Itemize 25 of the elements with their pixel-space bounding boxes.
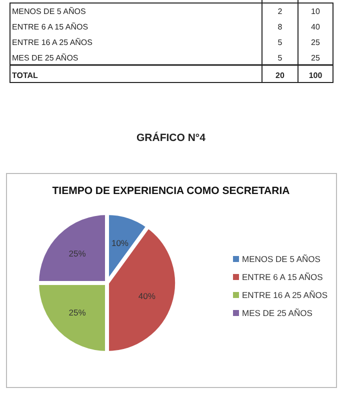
category-label: TOTAL — [12, 71, 38, 80]
legend-label: MES DE 25 AÑOS — [242, 308, 313, 318]
legend-label: ENTRE 16 A 25 AÑOS — [242, 290, 328, 300]
data-label: 8 — [278, 22, 283, 32]
legend-label: ENTRE 6 A 15 AÑOS — [242, 272, 324, 282]
data-label: 5 — [278, 38, 283, 47]
data-label: 20 — [276, 71, 285, 80]
data-label: 100 — [308, 71, 323, 80]
data-label: 25 — [311, 54, 320, 62]
text: GRÁFICO N°4 — [136, 131, 206, 144]
category-label: ENTRE 6 A 15 AÑOS — [12, 22, 88, 32]
category-label: ENTRE 16 A 25 AÑOS — [12, 37, 92, 47]
data-label: 25 — [311, 38, 320, 47]
data-label: 10 — [311, 7, 320, 16]
data-label: 40 — [311, 22, 320, 32]
data-label: 40% — [138, 290, 156, 301]
category-label: MENOS DE 5 AÑOS — [12, 6, 86, 16]
chart-title: TIEMPO DE EXPERIENCIA COMO SECRETARIA — [52, 185, 290, 197]
data-label: 10% — [111, 238, 129, 248]
data-label: 2 — [278, 7, 283, 16]
category-label: MES DE 25 AÑOS — [12, 52, 78, 62]
data-label: 25% — [68, 308, 86, 318]
data-label: 25% — [68, 248, 86, 258]
data-label: 5 — [278, 54, 283, 62]
legend-label: MENOS DE 5 AÑOS — [242, 254, 321, 264]
